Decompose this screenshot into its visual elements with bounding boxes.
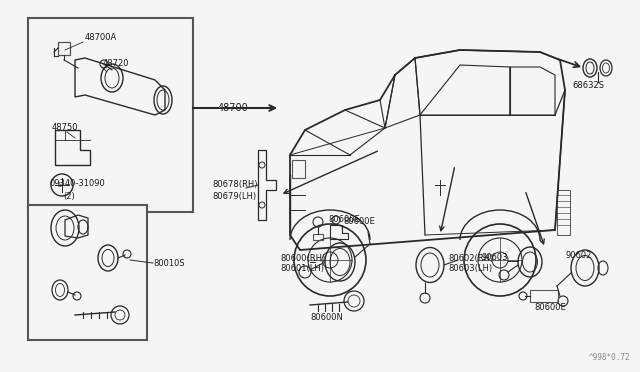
Text: 80601(LH): 80601(LH): [280, 263, 324, 273]
Text: 80010S: 80010S: [153, 259, 184, 267]
Bar: [28, 205, 147, 340]
Text: 90603: 90603: [481, 253, 508, 263]
Text: 80600E: 80600E: [328, 215, 360, 224]
Text: 80600(RH): 80600(RH): [280, 253, 325, 263]
Text: 80600E: 80600E: [343, 218, 375, 227]
Text: 80600N: 80600N: [310, 314, 343, 323]
Text: 90602: 90602: [566, 250, 593, 260]
Text: 80603(LH): 80603(LH): [448, 263, 492, 273]
Text: 09340-31090: 09340-31090: [50, 179, 106, 187]
Text: 48700: 48700: [218, 103, 249, 113]
Text: ^998*0.72: ^998*0.72: [588, 353, 630, 362]
Text: 80602(RH): 80602(RH): [448, 253, 493, 263]
Bar: [28, 18, 193, 212]
Bar: [292, 160, 305, 178]
Text: 80600E: 80600E: [534, 304, 566, 312]
Text: 48750: 48750: [52, 124, 79, 132]
Bar: [530, 290, 558, 302]
Bar: [313, 234, 323, 240]
Text: 80678(RH): 80678(RH): [212, 180, 257, 189]
Text: (2): (2): [63, 192, 75, 201]
Text: 68632S: 68632S: [572, 80, 604, 90]
Text: 48700A: 48700A: [85, 33, 117, 42]
Bar: [557, 190, 570, 235]
Text: 48720: 48720: [103, 58, 129, 67]
Text: S: S: [58, 182, 63, 188]
Text: 80679(LH): 80679(LH): [212, 192, 256, 201]
Bar: [58, 42, 70, 55]
